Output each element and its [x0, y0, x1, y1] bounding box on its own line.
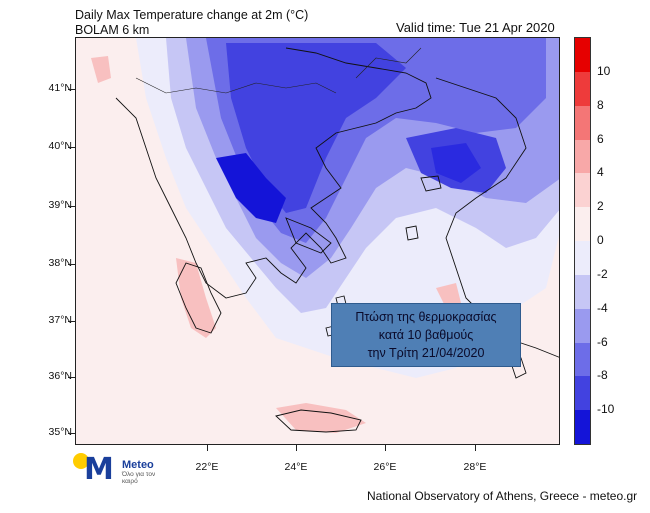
lon-label-24: 24°E — [284, 461, 308, 473]
colorbar-segment — [575, 105, 590, 140]
logo-tagline: Όλο για τον καιρό — [122, 471, 156, 485]
meteo-m-icon: M — [84, 452, 114, 487]
lat-label-41: 41°N — [48, 82, 72, 94]
sun-icon — [73, 453, 89, 469]
meteo-logo: M Meteo Όλο για τον καιρό — [70, 449, 170, 487]
valid-time: Valid time: Tue 21 Apr 2020 — [396, 20, 555, 35]
chios — [405, 225, 419, 241]
colorbar-label: -6 — [597, 334, 608, 349]
lat-label-36: 36°N — [48, 370, 72, 382]
lon-label-22: 22°E — [195, 461, 219, 473]
colorbar-segment — [575, 274, 590, 310]
colorbar-segment — [575, 38, 590, 73]
colorbar-segment — [575, 376, 590, 411]
warm-patch-peloponnese — [176, 258, 216, 338]
lat-label-35: 35°N — [48, 426, 72, 438]
lat-tick — [68, 264, 75, 265]
lon-tick — [296, 445, 297, 451]
colorbar-segment — [575, 71, 590, 107]
warm-patch-albania — [91, 56, 111, 83]
colorbar-label: 8 — [597, 97, 604, 112]
warm-patch-turkey — [436, 283, 461, 308]
colorbar-label: -4 — [597, 300, 608, 315]
map-canvas — [76, 38, 559, 444]
contour-minus10 — [216, 153, 286, 223]
colorbar-label: 2 — [597, 199, 604, 214]
colorbar-label: -10 — [597, 402, 615, 417]
credit-text: National Observatory of Athens, Greece -… — [367, 489, 638, 503]
lon-tick — [475, 445, 476, 451]
colorbar-label: -2 — [597, 266, 608, 281]
annotation-line-3: την Τρίτη 21/04/2020 — [367, 346, 485, 360]
colorbar — [574, 37, 591, 445]
colorbar-label: 0 — [597, 233, 604, 247]
lon-tick — [385, 445, 386, 451]
lat-tick — [68, 321, 75, 322]
map-title: Daily Max Temperature change at 2m (°C) — [75, 8, 309, 22]
colorbar-label: 4 — [597, 165, 604, 180]
colorbar-label: 10 — [597, 63, 611, 78]
crete-coast — [275, 409, 362, 433]
lat-tick — [68, 206, 75, 207]
lat-tick — [68, 377, 75, 378]
lat-tick — [68, 89, 75, 90]
temperature-drop-annotation: Πτώση της θερμοκρασίας κατά 10 βαθμούς τ… — [331, 303, 521, 367]
borders — [135, 47, 422, 94]
lesbos — [420, 175, 442, 192]
lat-label-40: 40°N — [48, 140, 72, 152]
contour-minus10-east — [431, 143, 481, 183]
model-label: BOLAM 6 km — [75, 23, 150, 37]
lat-label-38: 38°N — [48, 257, 72, 269]
temperature-map — [75, 37, 560, 445]
lon-label-26: 26°E — [373, 461, 397, 473]
colorbar-segment — [575, 308, 590, 343]
lat-label-39: 39°N — [48, 199, 72, 211]
annotation-line-2: κατά 10 βαθμούς — [378, 328, 474, 342]
colorbar-label: 6 — [597, 131, 604, 146]
colorbar-segment — [575, 241, 590, 276]
lat-tick — [68, 147, 75, 148]
logo-name: Meteo — [122, 459, 154, 471]
lat-tick — [68, 433, 75, 434]
colorbar-segment — [575, 207, 590, 242]
peloponnese-coast — [175, 262, 222, 334]
mainland-coast — [115, 47, 432, 299]
lat-label-37: 37°N — [48, 314, 72, 326]
lon-tick — [207, 445, 208, 451]
evia-coast — [285, 217, 332, 254]
colorbar-segment — [575, 173, 590, 208]
annotation-line-1: Πτώση της θερμοκρασίας — [355, 310, 497, 324]
colorbar-segment — [575, 139, 590, 174]
colorbar-label: -8 — [597, 368, 608, 383]
lon-label-28: 28°E — [463, 461, 487, 473]
colorbar-segment — [575, 410, 590, 445]
colorbar-segment — [575, 342, 590, 377]
